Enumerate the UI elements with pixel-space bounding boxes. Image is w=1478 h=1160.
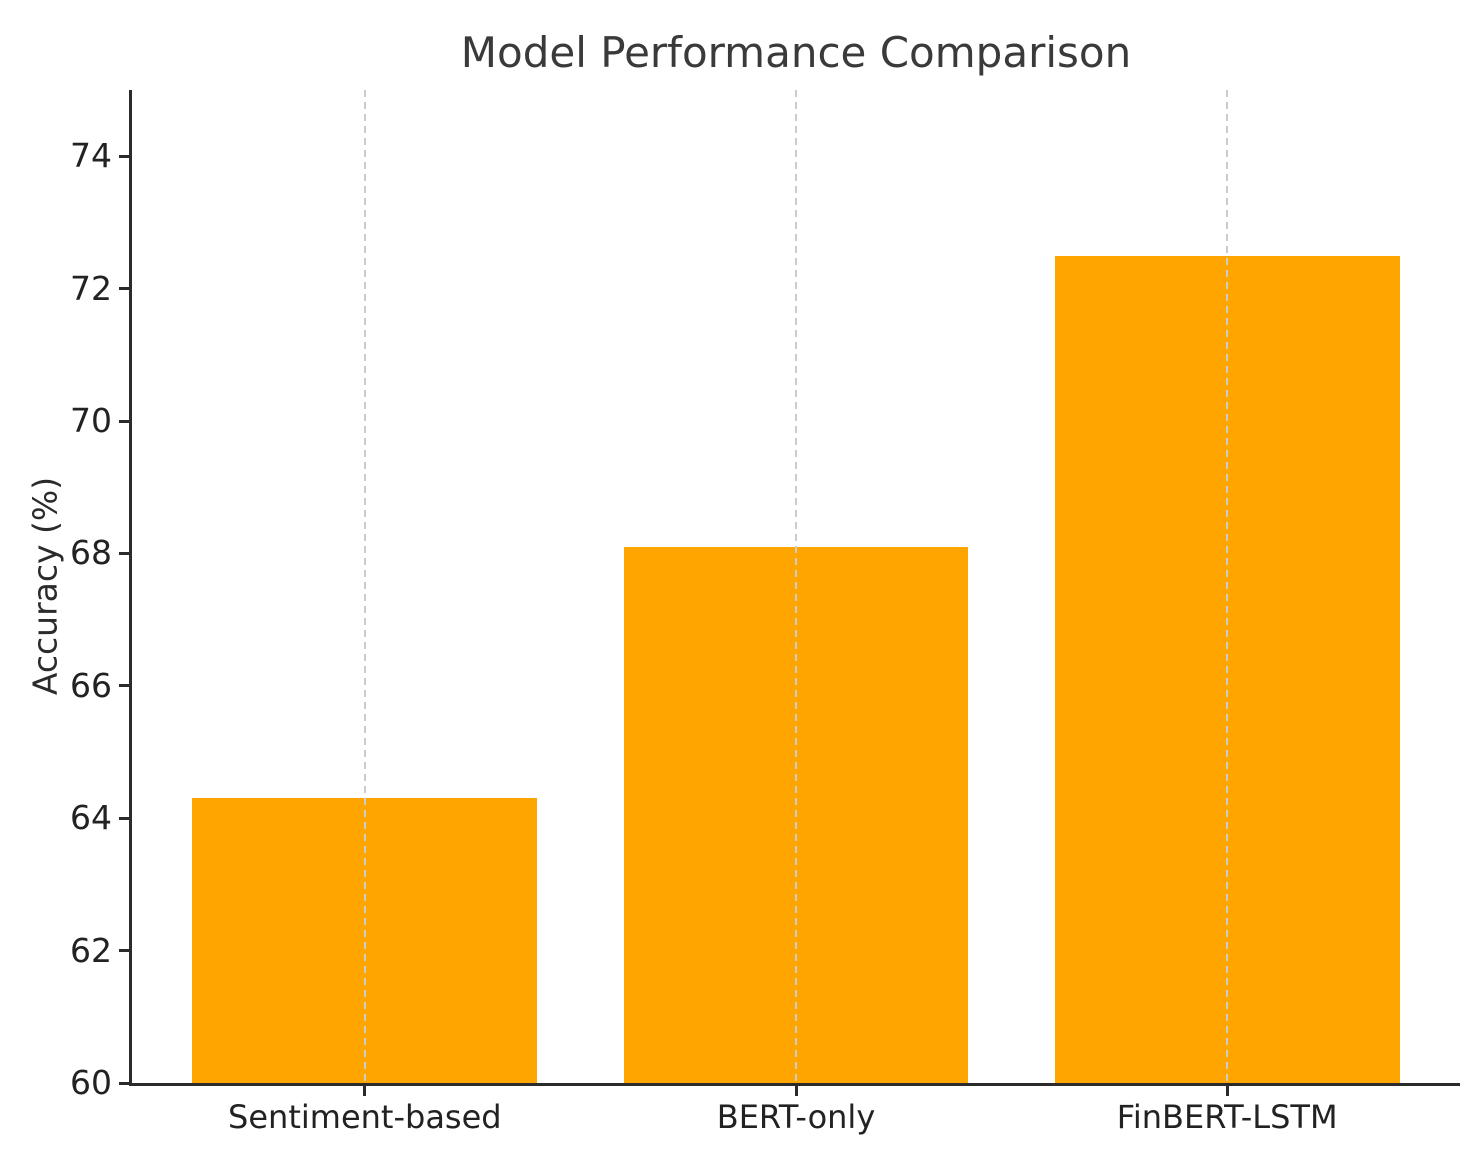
y-tick-mark (119, 949, 129, 953)
y-tick-mark (119, 154, 129, 158)
y-tick-label: 72 (70, 268, 112, 308)
x-tick-label: BERT-only (716, 1098, 876, 1136)
gridline (1226, 90, 1229, 1083)
y-tick-mark (119, 287, 129, 291)
chart-title: Model Performance Comparison (460, 28, 1132, 77)
y-tick-label: 70 (70, 401, 112, 440)
x-tick-mark (794, 1086, 798, 1096)
y-tick-mark (119, 684, 129, 688)
y-tick-mark (119, 551, 129, 555)
gridline (795, 90, 797, 1083)
gridline (363, 90, 366, 1083)
y-tick-mark (119, 816, 129, 820)
y-tick-label: 64 (70, 798, 112, 838)
y-tick-mark (119, 419, 129, 423)
y-tick-label: 68 (70, 533, 112, 573)
y-tick-label: 74 (70, 136, 112, 176)
plot-area: 60 62 64 66 68 70 72 74 Sentiment-based BERT-only… (70, 90, 1460, 1133)
x-tick-label: Sentiment-based (228, 1098, 502, 1136)
y-tick-label: 60 (70, 1063, 112, 1102)
x-tick-mark (363, 1086, 367, 1096)
x-tick-mark (1225, 1086, 1229, 1096)
y-tick-mark (119, 1081, 129, 1085)
y-tick-label: 66 (70, 665, 112, 705)
x-tick-label: FinBERT-LSTM (1116, 1098, 1338, 1136)
y-axis-label: Accuracy (%) (25, 476, 65, 696)
y-tick-label: 62 (70, 930, 112, 970)
